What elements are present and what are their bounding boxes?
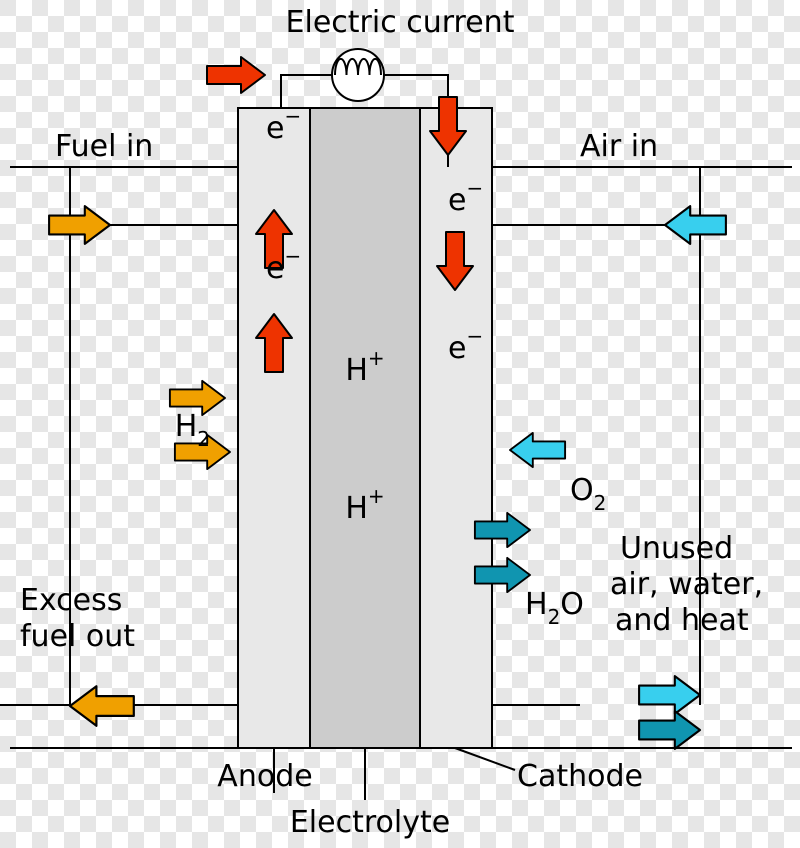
electrolyte-region [310, 108, 420, 748]
svg-text:fuel out: fuel out [20, 619, 135, 654]
svg-text:Fuel in: Fuel in [55, 129, 153, 164]
svg-text:Electric current: Electric current [286, 5, 515, 40]
svg-text:Excess: Excess [20, 583, 122, 618]
fuel-cell-diagram: Electric current Fuel in Air in Excessfuel … [0, 0, 800, 848]
svg-text:Unused: Unused [620, 531, 733, 566]
svg-text:Anode: Anode [217, 759, 312, 794]
anode-region [238, 108, 310, 748]
svg-text:Cathode: Cathode [517, 759, 643, 794]
svg-text:Electrolyte: Electrolyte [290, 805, 450, 840]
svg-text:and heat: and heat [615, 603, 749, 638]
svg-text:Air in: Air in [580, 129, 658, 164]
svg-text:air, water,: air, water, [610, 567, 763, 602]
